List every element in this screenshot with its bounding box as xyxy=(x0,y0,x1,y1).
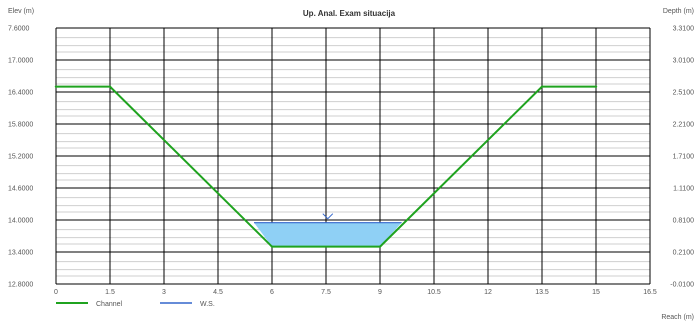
y2-tick-label: 0.2100 xyxy=(673,250,695,257)
x-tick-label: 4.5 xyxy=(213,289,223,296)
y2-tick-label: 3.3100 xyxy=(673,26,695,33)
x-tick-label: 16.5 xyxy=(643,289,657,296)
x-tick-label: 1.5 xyxy=(105,289,115,296)
y2-tick-label: 2.2100 xyxy=(673,122,695,129)
y-tick-label: 15.2000 xyxy=(8,154,33,161)
water-surface-marker xyxy=(322,213,334,220)
channel-point xyxy=(540,85,544,88)
x-tick-label: 3 xyxy=(162,289,166,296)
channel-line xyxy=(56,85,596,248)
x-tick-label: 15 xyxy=(592,289,600,296)
water-area xyxy=(254,222,402,247)
y2-tick-label: 3.0100 xyxy=(673,58,695,65)
x-tick-label: 13.5 xyxy=(535,289,549,296)
tick-labels: 0 1.5 3 4.5 6 7.5 9 10.5 12 13.5 15 16.5 7.6000 3.310… xyxy=(8,26,694,297)
y2-tick-label: 0.8100 xyxy=(673,218,695,225)
right-axis-label: Depth (m) xyxy=(663,8,694,15)
channel-point xyxy=(54,85,58,88)
channel-point xyxy=(108,85,112,88)
y2-tick-label: -0.0100 xyxy=(670,282,694,289)
left-axis-label: Elev (m) xyxy=(8,8,34,15)
y-tick-label: 16.4000 xyxy=(8,90,33,97)
series-layer xyxy=(54,85,598,248)
legend: Channel W.S. xyxy=(56,301,215,308)
water-fill xyxy=(254,222,402,247)
x-tick-label: 6 xyxy=(270,289,274,296)
channel-point xyxy=(594,85,598,88)
x-tick-label: 10.5 xyxy=(427,289,441,296)
legend-label-channel: Channel xyxy=(96,301,123,308)
x-tick-label: 12 xyxy=(484,289,492,296)
chart-title: Up. Anal. Exam situacija xyxy=(303,9,396,18)
y-tick-label: 17.0000 xyxy=(8,58,33,65)
channel-point xyxy=(378,245,382,248)
y-tick-label: 12.8000 xyxy=(8,282,33,289)
y-tick-label: 15.8000 xyxy=(8,122,33,129)
y-tick-label: 14.6000 xyxy=(8,186,33,193)
y-tick-label: 14.0000 xyxy=(8,218,33,225)
x-tick-label: 0 xyxy=(54,289,58,296)
channel-point xyxy=(270,245,274,248)
y2-tick-label: 1.7100 xyxy=(673,154,695,161)
y-tick-label: 7.6000 xyxy=(8,26,30,33)
y2-tick-label: 2.5100 xyxy=(673,90,695,97)
y-tick-label: 13.4000 xyxy=(8,250,33,257)
minor-grid xyxy=(56,37,650,277)
x-tick-label: 9 xyxy=(378,289,382,296)
legend-label-ws: W.S. xyxy=(200,301,215,308)
y2-tick-label: 1.1100 xyxy=(673,186,694,193)
x-tick-label: 7.5 xyxy=(321,289,331,296)
x-axis-label: Reach (m) xyxy=(661,314,694,321)
